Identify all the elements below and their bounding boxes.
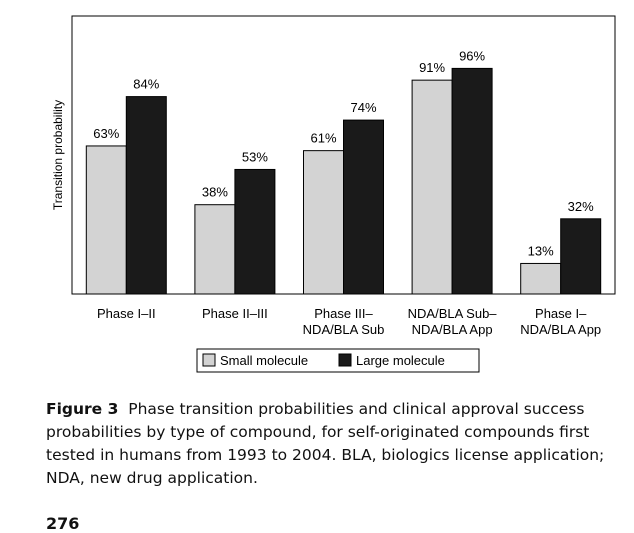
x-tick-label-3-line-1: NDA/BLA App xyxy=(412,322,493,337)
x-tick-label-4-line-1: NDA/BLA App xyxy=(520,322,601,337)
bar-small-molecule-0 xyxy=(85,145,127,295)
chart: Transition probability 63% 84% 38% 53% 61% 74… xyxy=(51,15,616,373)
bar-large-molecule-4 xyxy=(560,218,602,295)
figure-caption: Figure 3 Phase transition probabilities … xyxy=(46,398,626,490)
legend-swatch-large-molecule xyxy=(338,353,352,367)
bar-small-molecule-3 xyxy=(411,79,453,295)
data-label-large-molecule-2: 74% xyxy=(350,100,376,115)
x-tick-labels-group: Phase I–II Phase II–III Phase III–NDA/BLA … xyxy=(97,306,601,337)
legend-swatch-small-molecule xyxy=(202,353,216,367)
legend-label-small-molecule: Small molecule xyxy=(220,353,308,368)
bar-large-molecule-1 xyxy=(234,168,276,295)
bar-small-molecule-1 xyxy=(194,204,236,295)
x-tick-label-4-line-0: Phase I– xyxy=(535,306,587,321)
x-tick-label-2-line-1: NDA/BLA Sub xyxy=(303,322,385,337)
bar-large-molecule-2 xyxy=(343,119,384,295)
x-tick-label-1-line-0: Phase II–III xyxy=(202,306,268,321)
bar-small-molecule-4 xyxy=(520,262,562,295)
data-label-large-molecule-1: 53% xyxy=(242,149,268,164)
data-label-small-molecule-3: 91% xyxy=(419,60,445,75)
legend: Small molecule Large molecule xyxy=(196,348,480,373)
data-label-large-molecule-4: 32% xyxy=(568,199,594,214)
x-tick-label-0-line-0: Phase I–II xyxy=(97,306,156,321)
data-label-small-molecule-1: 38% xyxy=(202,185,228,200)
figure-label: Figure 3 xyxy=(46,400,119,418)
x-tick-label-3-line-0: NDA/BLA Sub– xyxy=(408,306,498,321)
caption-text: Phase transition probabilities and clini… xyxy=(46,400,605,487)
legend-frame xyxy=(196,348,480,373)
data-label-small-molecule-0: 63% xyxy=(93,126,119,141)
legend-label-large-molecule: Large molecule xyxy=(356,353,445,368)
bar-small-molecule-2 xyxy=(303,150,344,295)
y-axis-title: Transition probability xyxy=(51,100,65,210)
x-tick-label-2-line-0: Phase III– xyxy=(314,306,373,321)
bar-large-molecule-0 xyxy=(125,96,167,295)
data-label-large-molecule-3: 96% xyxy=(459,48,485,63)
bars-group xyxy=(85,67,602,295)
data-label-large-molecule-0: 84% xyxy=(133,77,159,92)
bar-large-molecule-3 xyxy=(451,67,493,295)
data-label-small-molecule-2: 61% xyxy=(310,131,336,146)
page-number: 276 xyxy=(46,514,80,533)
data-labels-group: 63% 84% 38% 53% 61% 74% 91% 96% 13% 32% xyxy=(93,48,594,258)
data-label-small-molecule-4: 13% xyxy=(528,243,554,258)
